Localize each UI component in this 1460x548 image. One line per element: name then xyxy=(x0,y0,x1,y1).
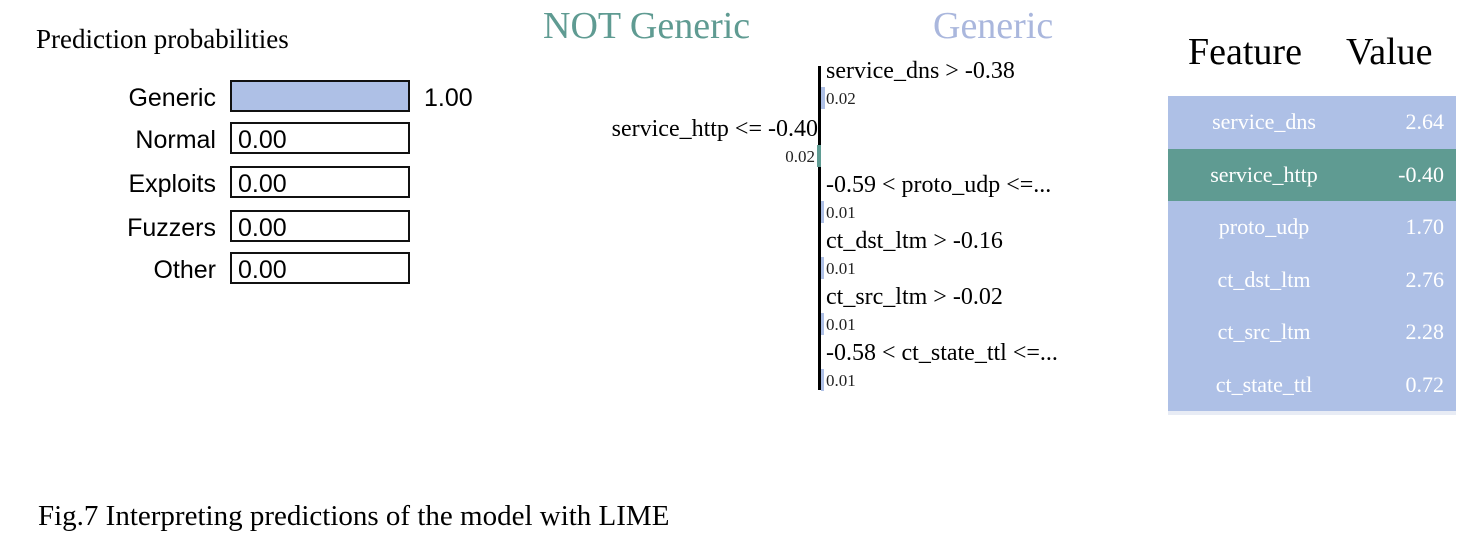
feature-bar xyxy=(821,87,825,109)
table-feature-cell: ct_state_ttl xyxy=(1215,371,1313,397)
generic-title: Generic xyxy=(933,5,1054,47)
table-value-cell: 2.64 xyxy=(1405,109,1445,134)
table-row: ct_state_ttl 0.72 xyxy=(1168,358,1456,411)
probability-bar-box: 0.00 xyxy=(230,210,410,242)
table-value-cell: 2.76 xyxy=(1405,266,1445,292)
feature-label: ct_src_ltm > -0.02 xyxy=(826,284,1003,310)
probability-bar-box: 0.00 xyxy=(230,252,410,284)
probability-label: Exploits xyxy=(128,170,216,198)
feature-label: service_http <= -0.40 xyxy=(611,116,818,142)
probability-value: 0.00 xyxy=(238,126,287,154)
table-feature-cell: ct_dst_ltm xyxy=(1217,266,1311,292)
probability-row: Other 0.00 xyxy=(0,252,520,288)
probability-bar-fill xyxy=(232,82,408,110)
feature-label: -0.58 < ct_state_ttl <=... xyxy=(826,340,1058,366)
probability-row: Fuzzers 0.00 xyxy=(0,210,520,246)
table-value-cell: 0.72 xyxy=(1405,371,1445,397)
feature-weight-value: 0.01 xyxy=(826,371,856,390)
probability-row: Generic 1.00 xyxy=(0,80,520,116)
explanation-axis xyxy=(818,66,821,390)
feature-bar xyxy=(821,369,824,391)
feature-bar xyxy=(817,145,821,167)
table-value-cell: 1.70 xyxy=(1405,214,1445,239)
table-feature-cell: proto_udp xyxy=(1218,214,1310,239)
table-row: service_http -0.40 xyxy=(1168,148,1456,201)
feature-weight-value: 0.02 xyxy=(826,89,856,108)
table-row: proto_udp 1.70 xyxy=(1168,201,1456,254)
feature-bar xyxy=(821,257,824,279)
feature-label: ct_dst_ltm > -0.16 xyxy=(826,228,1003,254)
probability-row: Normal 0.00 xyxy=(0,122,520,158)
table-feature-cell: service_http xyxy=(1210,161,1318,187)
probability-label: Normal xyxy=(135,126,216,154)
feature-label: -0.59 < proto_udp <=... xyxy=(826,172,1052,198)
probability-row: Exploits 0.00 xyxy=(0,166,520,202)
table-feature-cell: ct_src_ltm xyxy=(1217,319,1311,344)
prediction-probabilities-title: Prediction probabilities xyxy=(36,24,289,54)
feature-weight-value: 0.02 xyxy=(785,147,815,166)
table-row: service_dns 2.64 xyxy=(1168,96,1456,149)
probability-label: Other xyxy=(153,256,216,284)
probability-value: 0.00 xyxy=(238,214,287,242)
table-header-value: Value xyxy=(1346,31,1433,73)
probability-bar-box: 0.00 xyxy=(230,122,410,154)
probability-value: 1.00 xyxy=(424,84,473,112)
feature-bar xyxy=(821,201,824,223)
probability-bar-box xyxy=(230,80,410,112)
table-header-feature: Feature xyxy=(1188,31,1302,73)
feature-weight-value: 0.01 xyxy=(826,315,856,334)
probability-bar-box: 0.00 xyxy=(230,166,410,198)
feature-weight-value: 0.01 xyxy=(826,259,856,278)
not-generic-title: NOT Generic xyxy=(543,5,751,47)
table-bottom-border xyxy=(1168,411,1456,415)
feature-value-table: service_dns 2.64 service_http -0.40 proto_ud… xyxy=(1168,96,1456,415)
table-feature-cell: service_dns xyxy=(1212,109,1316,134)
feature-label: service_dns > -0.38 xyxy=(826,58,1015,84)
table-value-cell: -0.40 xyxy=(1398,161,1444,187)
figure-caption: Fig.7 Interpreting predictions of the mo… xyxy=(38,500,670,532)
table-row: ct_src_ltm 2.28 xyxy=(1168,306,1456,359)
probability-label: Fuzzers xyxy=(127,214,216,242)
probability-value: 0.00 xyxy=(238,256,287,284)
table-row: ct_dst_ltm 2.76 xyxy=(1168,253,1456,306)
feature-bar xyxy=(821,313,824,335)
table-value-cell: 2.28 xyxy=(1405,319,1445,344)
probability-value: 0.00 xyxy=(238,170,287,198)
probability-label: Generic xyxy=(128,84,216,112)
feature-weight-value: 0.01 xyxy=(826,203,856,222)
